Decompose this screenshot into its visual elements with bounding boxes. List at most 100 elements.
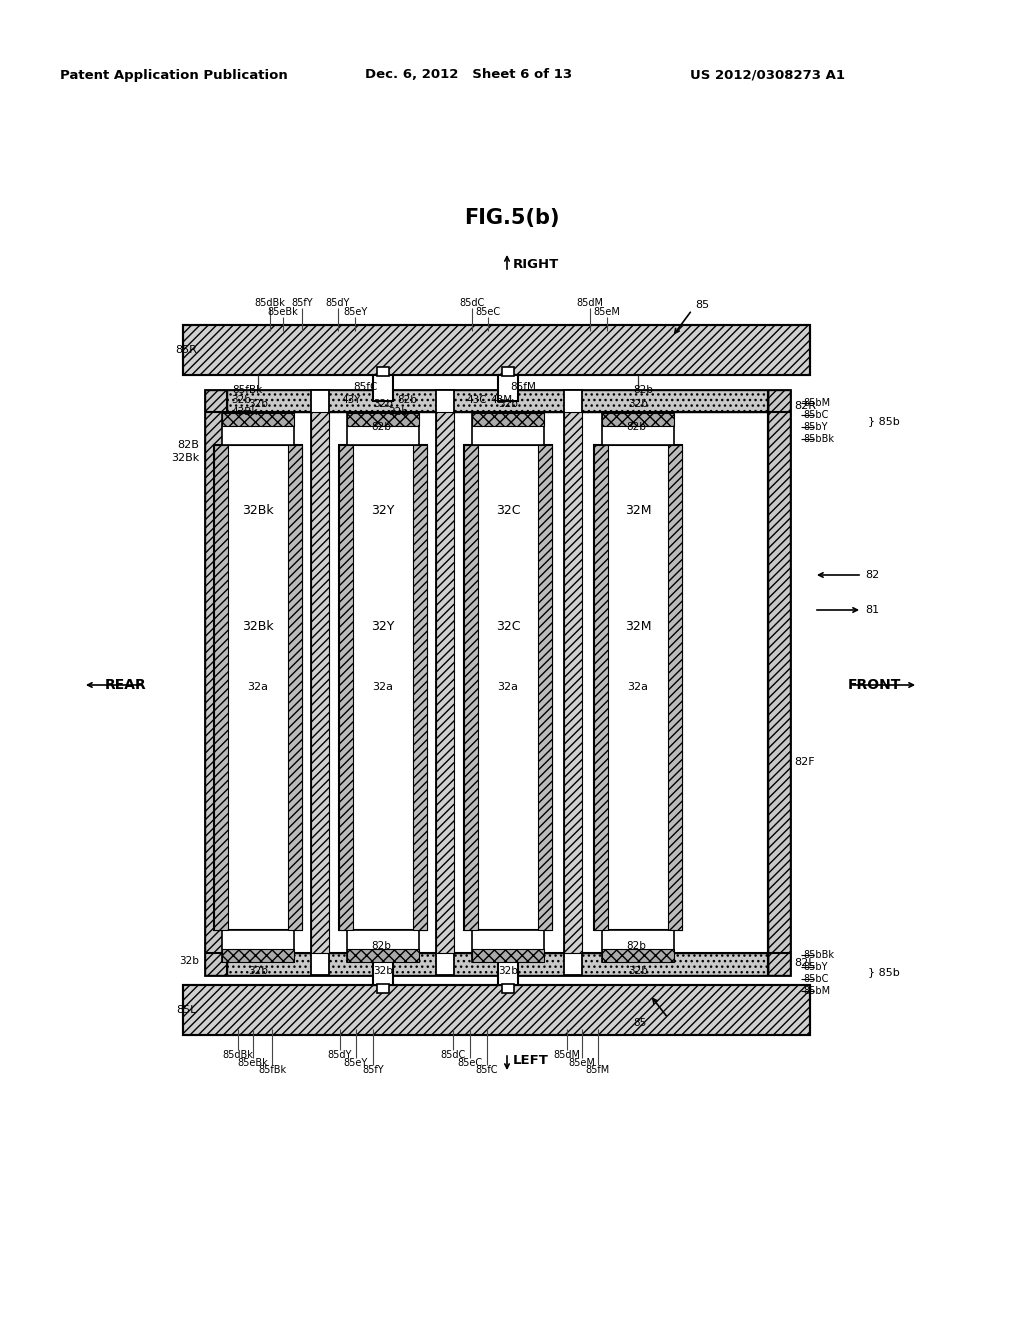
Text: Patent Application Publication: Patent Application Publication bbox=[60, 69, 288, 82]
Text: 85bM: 85bM bbox=[803, 986, 830, 997]
Text: 85eC: 85eC bbox=[458, 1059, 482, 1068]
Bar bbox=[214, 445, 228, 931]
Text: 85fC: 85fC bbox=[476, 1065, 499, 1074]
Bar bbox=[377, 983, 389, 993]
Text: 85fC: 85fC bbox=[353, 381, 378, 392]
Bar bbox=[472, 931, 544, 962]
Bar bbox=[227, 953, 768, 975]
Text: 32b: 32b bbox=[373, 399, 393, 409]
Text: 85: 85 bbox=[695, 300, 710, 310]
Text: 32b: 32b bbox=[231, 395, 251, 405]
Bar bbox=[227, 389, 768, 412]
Text: 82: 82 bbox=[865, 570, 880, 579]
Bar bbox=[222, 413, 294, 426]
Bar bbox=[472, 413, 544, 445]
Text: 85bY: 85bY bbox=[803, 962, 827, 972]
Text: 85fM: 85fM bbox=[510, 381, 536, 392]
Bar bbox=[214, 445, 302, 931]
Text: 43Y: 43Y bbox=[341, 395, 360, 405]
Text: 32Bk: 32Bk bbox=[171, 453, 199, 463]
Bar bbox=[311, 389, 329, 975]
Bar bbox=[436, 412, 454, 953]
Bar bbox=[205, 389, 790, 975]
Bar bbox=[502, 367, 514, 376]
Text: 32b: 32b bbox=[628, 399, 648, 409]
Bar bbox=[564, 412, 582, 953]
Text: 85dM: 85dM bbox=[577, 298, 603, 308]
Text: 82b: 82b bbox=[371, 422, 391, 432]
Text: 82F: 82F bbox=[794, 756, 815, 767]
Bar bbox=[347, 931, 419, 962]
Text: 32Y: 32Y bbox=[372, 620, 394, 634]
Bar bbox=[377, 367, 389, 376]
Bar bbox=[205, 389, 227, 975]
Bar bbox=[498, 960, 518, 985]
Text: 85R: 85R bbox=[175, 345, 197, 355]
Text: 43C: 43C bbox=[466, 395, 486, 405]
Text: 85bM: 85bM bbox=[803, 399, 830, 408]
Text: 85dC: 85dC bbox=[460, 298, 484, 308]
Text: RIGHT: RIGHT bbox=[513, 259, 559, 272]
Text: 85fBk: 85fBk bbox=[232, 385, 262, 395]
Bar bbox=[347, 413, 419, 445]
Text: 32Bk: 32Bk bbox=[243, 503, 273, 516]
Text: 85fBk: 85fBk bbox=[258, 1065, 286, 1074]
Bar bbox=[472, 949, 544, 962]
Text: 85bC: 85bC bbox=[803, 411, 828, 420]
Text: FRONT: FRONT bbox=[848, 678, 901, 692]
Bar bbox=[288, 445, 302, 931]
Text: 32b: 32b bbox=[388, 407, 408, 417]
Text: 32a: 32a bbox=[498, 682, 518, 692]
Text: 85dBk: 85dBk bbox=[222, 1049, 253, 1060]
Text: 81: 81 bbox=[865, 605, 880, 615]
Bar bbox=[183, 325, 810, 375]
Bar bbox=[464, 445, 552, 931]
Bar bbox=[602, 949, 674, 962]
Text: LEFT: LEFT bbox=[513, 1053, 549, 1067]
Text: 82b: 82b bbox=[633, 385, 653, 395]
Text: 85dY: 85dY bbox=[328, 1049, 352, 1060]
Text: 85dC: 85dC bbox=[440, 1049, 466, 1060]
Text: 32b: 32b bbox=[498, 399, 518, 409]
Text: 85bY: 85bY bbox=[803, 422, 827, 432]
Text: 85eBk: 85eBk bbox=[238, 1059, 268, 1068]
Bar bbox=[183, 985, 810, 1035]
Bar bbox=[222, 931, 294, 962]
Text: 85L: 85L bbox=[176, 1005, 197, 1015]
Text: 32b: 32b bbox=[498, 966, 518, 975]
Text: 32b: 32b bbox=[248, 399, 268, 409]
Bar bbox=[602, 413, 674, 445]
Bar bbox=[538, 445, 552, 931]
Bar bbox=[594, 445, 682, 931]
Text: 43Bk: 43Bk bbox=[231, 407, 257, 417]
Bar bbox=[436, 389, 454, 975]
Text: 32b: 32b bbox=[373, 966, 393, 975]
Text: 32Bk: 32Bk bbox=[243, 620, 273, 634]
Text: 85eBk: 85eBk bbox=[267, 308, 298, 317]
Text: 32a: 32a bbox=[248, 682, 268, 692]
Bar bbox=[502, 983, 514, 993]
Bar bbox=[768, 389, 790, 975]
Text: 82R: 82R bbox=[794, 401, 816, 411]
Bar bbox=[668, 445, 682, 931]
Bar bbox=[472, 413, 544, 426]
Bar bbox=[413, 445, 427, 931]
Bar bbox=[347, 949, 419, 962]
Text: 32b: 32b bbox=[628, 966, 648, 975]
Text: 32b: 32b bbox=[179, 956, 199, 966]
Text: 85bBk: 85bBk bbox=[803, 950, 834, 960]
Bar bbox=[222, 949, 294, 962]
Text: 85fY: 85fY bbox=[362, 1065, 384, 1074]
Text: 85eM: 85eM bbox=[594, 308, 621, 317]
Bar bbox=[594, 445, 608, 931]
Text: 85: 85 bbox=[634, 1018, 646, 1028]
Text: 85fY: 85fY bbox=[291, 298, 312, 308]
Bar bbox=[339, 445, 353, 931]
Text: 85eY: 85eY bbox=[344, 1059, 368, 1068]
Text: } 85b: } 85b bbox=[868, 416, 900, 426]
Text: } 85b: } 85b bbox=[868, 968, 900, 977]
Text: 32M: 32M bbox=[625, 503, 651, 516]
Bar bbox=[602, 413, 674, 426]
Text: 32b: 32b bbox=[248, 966, 268, 975]
Text: FIG.5(b): FIG.5(b) bbox=[464, 209, 560, 228]
